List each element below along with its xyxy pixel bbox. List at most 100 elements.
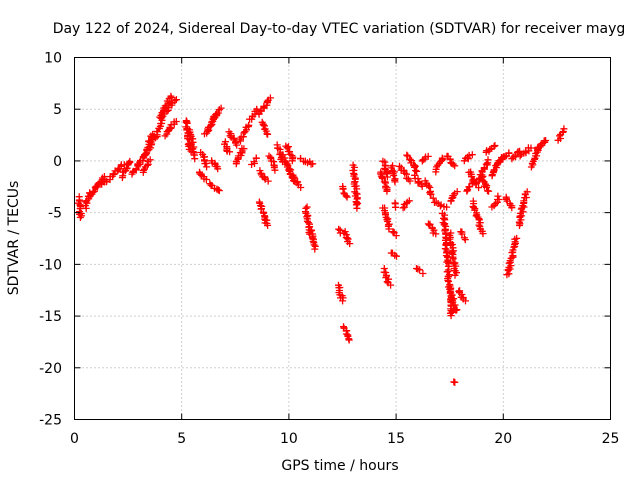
x-tick-label: 15: [387, 431, 405, 447]
data-segment: [208, 104, 225, 126]
data-point-markers: [379, 204, 393, 233]
data-segment: [248, 154, 260, 168]
data-point-markers: [446, 285, 461, 314]
data-point-markers: [399, 197, 413, 212]
data-point-markers: [413, 265, 427, 277]
data-point-markers: [389, 228, 400, 240]
data-segment: [421, 177, 437, 202]
data-point-markers: [265, 152, 279, 174]
data-segment: [186, 126, 199, 163]
y-tick-label: 10: [44, 51, 62, 67]
data-segment: [246, 105, 261, 123]
y-tick-label: 5: [53, 102, 62, 118]
y-tick-label: -10: [39, 257, 62, 273]
data-point-markers: [387, 249, 400, 260]
data-segment: [447, 188, 461, 205]
data-segment: [380, 265, 395, 289]
data-point-markers: [488, 158, 504, 180]
data-point-markers: [335, 281, 347, 305]
data-point-markers: [255, 94, 274, 118]
data-point-markers: [431, 198, 451, 211]
data-segment: [387, 249, 400, 260]
data-segment: [349, 161, 362, 212]
data-segment: [396, 162, 414, 185]
data-segment: [418, 152, 432, 165]
data-point-markers: [411, 171, 426, 190]
data-point-markers: [285, 166, 305, 191]
data-segment: [377, 168, 391, 195]
data-segment: [282, 142, 297, 165]
data-segment: [443, 152, 459, 170]
data-point-markers: [391, 199, 399, 211]
data-segment: [265, 152, 279, 174]
data-segment: [236, 121, 253, 145]
x-tick-label: 5: [177, 431, 186, 447]
data-segment: [411, 171, 426, 190]
data-point-markers: [447, 188, 461, 205]
data-point-markers: [208, 157, 222, 173]
data-point-markers: [418, 152, 432, 165]
data-point-markers: [460, 151, 476, 165]
data-segment: [285, 166, 305, 191]
y-tick-label: -20: [39, 361, 62, 377]
data-segment: [139, 156, 154, 176]
data-point-markers: [349, 161, 362, 212]
data-segment: [499, 149, 513, 162]
data-point-markers: [186, 126, 199, 163]
data-point-markers: [282, 142, 297, 165]
data-segment: [403, 151, 421, 175]
data-point-markers: [258, 118, 272, 138]
data-segment: [297, 154, 317, 168]
y-tick-labels: -25 -20 -15 -10 -5 0 5 10: [39, 51, 62, 429]
data-point-markers: [340, 228, 354, 248]
data-point-markers: [248, 154, 260, 168]
data-point-markers: [503, 234, 521, 279]
data-point-markers: [421, 177, 437, 202]
data-segment: [424, 220, 440, 238]
data-segment: [389, 228, 400, 240]
x-tick-label: 10: [280, 431, 298, 447]
data-point-markers: [424, 220, 440, 238]
data-segment: [478, 172, 493, 195]
data-point-markers: [163, 96, 180, 115]
data-points: [75, 92, 568, 386]
data-point-markers: [206, 180, 223, 195]
data-segment: [488, 158, 504, 180]
data-segment: [379, 204, 393, 233]
y-axis-label: SDTVAR / TECUs: [6, 181, 22, 296]
data-point-markers: [139, 156, 154, 176]
data-segment: [469, 197, 487, 238]
data-point-markers: [515, 188, 531, 229]
data-point-markers: [478, 172, 493, 195]
data-point-markers: [161, 118, 180, 140]
data-point-markers: [396, 162, 414, 185]
data-segment: [161, 118, 180, 140]
data-segment: [118, 157, 134, 182]
data-segment: [305, 223, 319, 253]
plot-frame: [74, 57, 611, 420]
data-point-markers: [255, 198, 272, 229]
data-segment: [391, 199, 399, 211]
data-segment: [399, 197, 413, 212]
data-point-markers: [482, 142, 499, 156]
data-point-markers: [340, 323, 353, 344]
data-point-markers: [380, 265, 395, 289]
data-point-markers: [305, 223, 319, 253]
data-segment: [196, 168, 210, 183]
data-segment: [432, 154, 446, 176]
data-segment: [534, 137, 550, 154]
axis-ticks: [74, 57, 611, 420]
y-tick-label: -25: [39, 413, 62, 429]
y-tick-label: -15: [39, 309, 62, 325]
data-segment: [502, 193, 516, 212]
data-point-markers: [403, 151, 421, 175]
data-segment: [516, 144, 535, 160]
data-point-markers: [379, 157, 391, 181]
data-segment: [255, 198, 272, 229]
data-point-markers: [387, 162, 399, 186]
data-segment: [255, 94, 274, 118]
data-segment: [258, 118, 272, 138]
data-segment: [335, 225, 344, 237]
data-point-markers: [208, 104, 225, 126]
data-segment: [446, 229, 460, 279]
